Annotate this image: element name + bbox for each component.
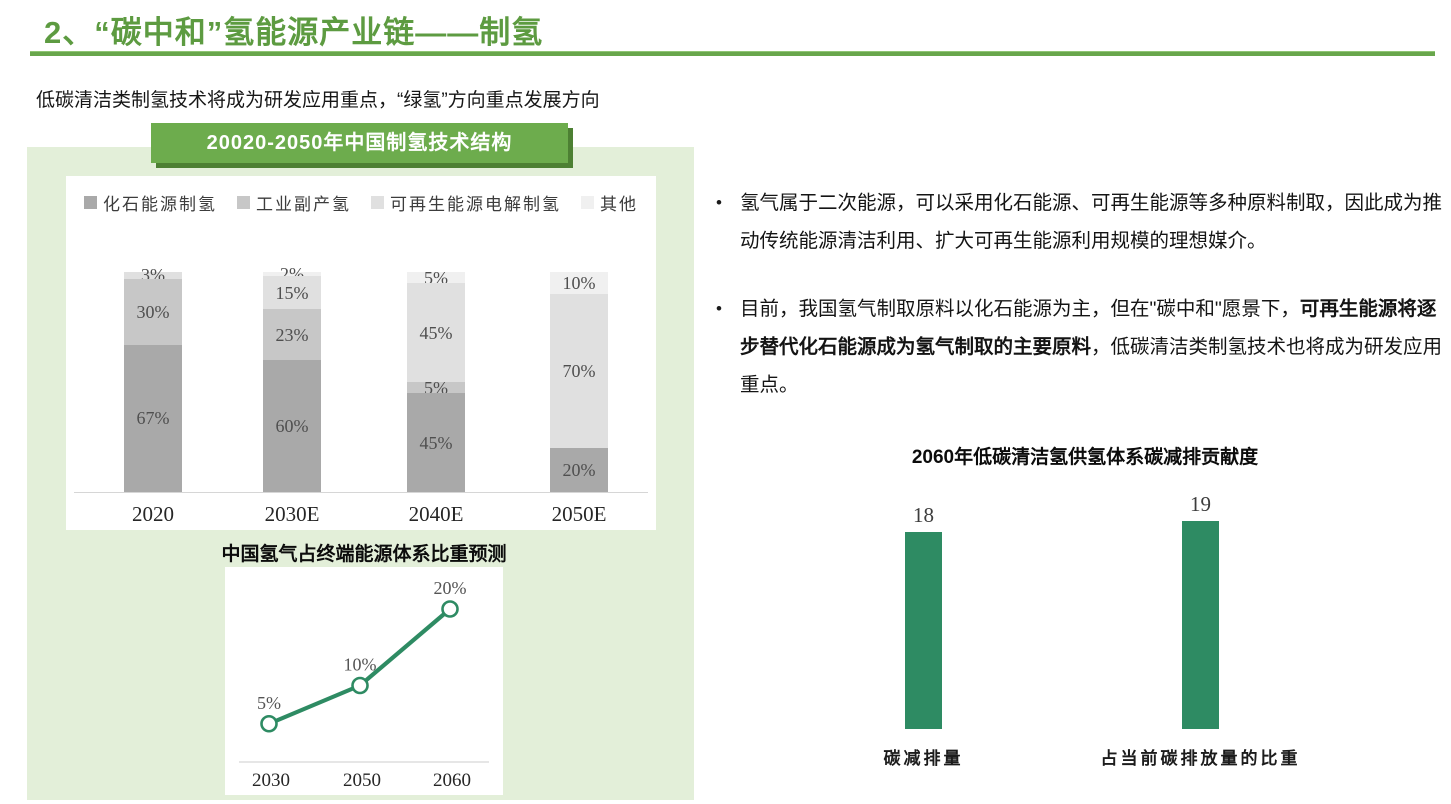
segment-value-label: 15% xyxy=(275,282,309,303)
legend-item-2: 可再生能源电解制氢 xyxy=(371,190,561,215)
segment-value-label: 67% xyxy=(136,408,170,429)
page-subtitle: 低碳清洁类制氢技术将成为研发应用重点，“绿氢”方向重点发展方向 xyxy=(36,90,600,111)
segment-value-label: 30% xyxy=(136,301,170,322)
legend-item-1: 工业副产氢 xyxy=(237,190,351,215)
bar-value-label: 18 xyxy=(913,502,934,527)
title-underline xyxy=(30,51,1435,56)
legend-item-3: 其他 xyxy=(581,190,638,215)
axis-category-label: 2050E xyxy=(551,502,607,526)
point-value-label: 10% xyxy=(344,655,377,675)
tech-structure-badge: 20020-2050年中国制氢技术结构 xyxy=(151,123,568,163)
legend-swatch-icon xyxy=(237,196,250,209)
line-chart-canvas: 5% 2030 10% 2050 20% 2060 xyxy=(239,578,489,791)
segment-value-label: 5% xyxy=(424,377,448,398)
bar-segment: 45% xyxy=(407,393,465,492)
bar-category-label: 碳减排量 xyxy=(883,749,964,768)
segment-value-label: 60% xyxy=(275,416,309,436)
bar-segment: 45% xyxy=(407,283,465,382)
stacked-bar-2030E: 60% 23% 15% 2% xyxy=(263,265,321,492)
bullet-text: 目前，我国氢气制取原料以化石能源为主，但在"碳中和"愿景下，可再生能源将逐步替代… xyxy=(740,298,1443,396)
stacked-bar-2050E: 20% 70% 10% xyxy=(550,272,608,492)
bullet-list: • 氢气属于二次能源，可以采用化石能源、可再生能源等多种原料制取，因此成为推动传… xyxy=(716,184,1451,434)
data-point-marker xyxy=(351,676,369,695)
legend-swatch-icon xyxy=(581,196,594,209)
bar-segment: 5% xyxy=(407,269,465,287)
data-point-marker xyxy=(260,714,278,733)
segment-value-label: 10% xyxy=(562,273,596,293)
tech-structure-legend: 化石能源制氢 工业副产氢 可再生能源电解制氢 其他 xyxy=(66,190,656,215)
segment-value-label: 23% xyxy=(275,324,309,345)
legend-label: 其他 xyxy=(600,195,638,214)
point-value-label: 20% xyxy=(434,578,467,598)
bar-segment: 10% xyxy=(550,272,608,294)
point-value-label: 5% xyxy=(257,693,281,713)
bar-segment: 3% xyxy=(124,266,182,284)
contribution-chart: 18 碳减排量 19 占当前碳排放量的比重 xyxy=(820,470,1380,790)
axis-category-label: 2020 xyxy=(132,502,174,526)
page-title: 2、“碳中和”氢能源产业链——制氢 xyxy=(44,15,544,50)
legend-label: 可再生能源电解制氢 xyxy=(390,195,561,214)
axis-category-label: 2030E xyxy=(264,502,320,526)
legend-label: 工业副产氢 xyxy=(256,195,351,214)
bar-segment: 60% xyxy=(263,360,321,492)
legend-swatch-icon xyxy=(371,196,384,209)
legend-swatch-icon xyxy=(84,196,97,209)
bullet-dot: • xyxy=(716,299,722,318)
contribution-bar xyxy=(905,531,942,729)
segment-value-label: 5% xyxy=(424,267,448,288)
contribution-chart-title: 2060年低碳清洁氢供氢体系碳减排贡献度 xyxy=(911,447,1259,468)
stacked-bar-2020: 67% 30% 3% xyxy=(124,266,182,492)
bullet-text: 氢气属于二次能源，可以采用化石能源、可再生能源等多种原料制取，因此成为推动传统能… xyxy=(740,192,1443,252)
bullet-item: • 目前，我国氢气制取原料以化石能源为主，但在"碳中和"愿景下，可再生能源将逐步… xyxy=(716,290,1451,404)
tech-structure-chart: 化石能源制氢 工业副产氢 可再生能源电解制氢 其他 67% 30% 3% 2020 60% 23… xyxy=(66,176,656,530)
bullet-item: • 氢气属于二次能源，可以采用化石能源、可再生能源等多种原料制取，因此成为推动传… xyxy=(716,184,1451,260)
bullet-bold-text: 可再生能源将逐步替代化石能源成为氢气制取的主要原料 xyxy=(740,298,1437,358)
segment-value-label: 70% xyxy=(562,361,596,381)
axis-category-label: 2060 xyxy=(433,770,471,791)
segment-value-label: 45% xyxy=(419,322,453,343)
line-chart-title: 中国氢气占终端能源体系比重预测 xyxy=(221,544,507,565)
axis-category-label: 2030 xyxy=(252,770,290,791)
legend-item-0: 化石能源制氢 xyxy=(84,190,217,215)
data-point-marker xyxy=(441,600,459,618)
segment-value-label: 45% xyxy=(419,432,453,453)
bar-segment: 20% xyxy=(550,448,608,492)
contribution-bar xyxy=(1182,520,1219,729)
bar-segment: 30% xyxy=(124,278,182,345)
bar-category-label: 占当前碳排放量的比重 xyxy=(1100,749,1301,768)
axis-category-label: 2050 xyxy=(343,770,381,791)
bar-value-label: 19 xyxy=(1190,491,1211,516)
segment-value-label: 20% xyxy=(562,460,596,480)
bar-segment: 15% xyxy=(263,276,321,310)
bar-segment: 67% xyxy=(124,344,182,492)
stacked-bar-2040E: 45% 5% 45% 5% xyxy=(407,269,465,492)
bar-segment: 5% xyxy=(407,379,465,397)
bar-segment: 23% xyxy=(263,309,321,360)
hydrogen-share-line-chart: 5% 2030 10% 2050 20% 2060 xyxy=(225,567,503,795)
axis-category-label: 2040E xyxy=(408,502,464,526)
bullet-dot: • xyxy=(716,193,722,212)
legend-label: 化石能源制氢 xyxy=(103,195,217,214)
x-axis-line xyxy=(74,492,648,493)
bar-segment: 70% xyxy=(550,294,608,448)
